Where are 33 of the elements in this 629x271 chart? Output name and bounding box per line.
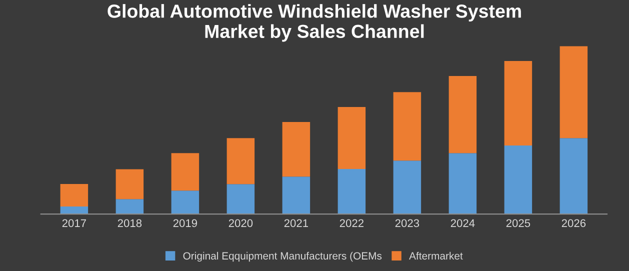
chart-title: Global Automotive Windshield Washer System Market by Sales Channel [108,4,521,42]
bar [226,184,255,214]
bar [338,169,366,214]
x-tick-label: 2026 [562,219,586,228]
x-tick-label: 2019 [173,219,198,228]
bar [171,153,200,191]
x-tick-label: 2021 [284,219,308,228]
x-tick-label: 2018 [118,219,142,228]
bar [560,138,588,214]
bar [448,153,477,214]
x-tick-label: 2024 [450,219,475,228]
bar [393,92,422,161]
legend-label: Original Eqquipment Manufacturers (OEMs [183,252,382,262]
bar [60,184,88,207]
x-tick-label: 2017 [62,219,86,228]
bar [504,146,532,214]
bar [448,76,477,154]
bar [282,176,310,214]
x-tick-label: 2023 [395,219,420,228]
bar [338,107,366,170]
bar [116,199,144,214]
bar [226,138,255,184]
x-tick-label: 2020 [228,219,253,228]
x-tick-label: 2022 [340,219,364,228]
bar [393,160,422,214]
bar [560,46,588,138]
bar [504,61,532,146]
bar [282,122,310,177]
bar [171,190,200,214]
legend-label: Aftermarket [409,252,463,260]
x-tick-label: 2025 [506,219,530,228]
bar [60,206,88,214]
bar [116,169,144,200]
